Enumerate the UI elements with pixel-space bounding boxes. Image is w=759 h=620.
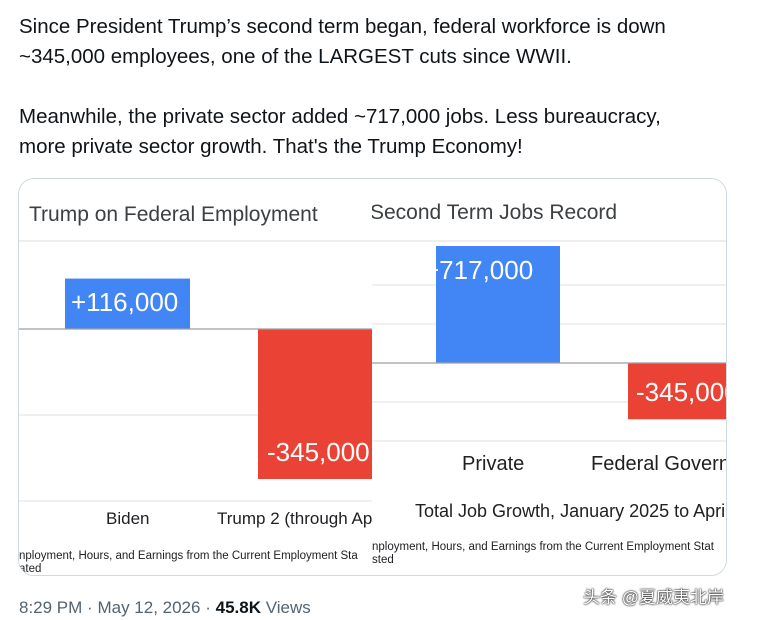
chart-source: nployment, Hours, and Earnings from the …	[19, 550, 358, 562]
tweet-meta: 8:29 PM · May 12, 2026 · 45.8K Views	[19, 598, 311, 618]
tweet-text: Since President Trump’s second term bega…	[19, 12, 739, 162]
chart-title: Second Term Jobs Record	[372, 201, 618, 224]
bar-data-label: -345,000	[636, 377, 726, 407]
bar	[628, 363, 726, 420]
bar-data-label: +116,000	[71, 287, 179, 317]
tweet-line: more private sector growth. That's the T…	[19, 135, 523, 158]
tweet-time[interactable]: 8:29 PM	[19, 598, 83, 617]
separator-dot: ·	[87, 598, 93, 617]
tweet-media[interactable]: Trump on Federal Employment +116,000 -34…	[18, 178, 727, 576]
watermark: 头条 @夏威夷北岸	[583, 588, 724, 607]
chart-canvas	[19, 240, 372, 502]
tweet-date[interactable]: May 12, 2026	[97, 598, 201, 617]
views-label: Views	[265, 598, 311, 617]
bar	[436, 246, 560, 363]
chart-source: nployment, Hours, and Earnings from the …	[372, 541, 714, 553]
category-label: Trump 2 (through Apr	[217, 509, 372, 528]
chart-canvas	[372, 240, 726, 442]
tweet-line: Since President Trump’s second term bega…	[19, 15, 666, 38]
chart-source: sted	[372, 554, 394, 566]
views-count: 45.8K	[215, 598, 261, 617]
chart-jobs-record[interactable]: Second Term Jobs Record +717,000 -345,00…	[372, 179, 727, 575]
bar	[65, 278, 190, 329]
bar-data-label: -345,000	[267, 437, 370, 467]
bar	[258, 329, 372, 479]
tweet-line: ~345,000 employees, one of the LARGEST c…	[19, 45, 572, 68]
chart-source: ated	[19, 563, 42, 575]
separator-dot: ·	[205, 598, 211, 617]
category-label: Federal Governn	[591, 453, 727, 475]
chart-footer-label: Total Job Growth, January 2025 to April …	[415, 501, 727, 521]
chart-federal-employment[interactable]: Trump on Federal Employment +116,000 -34…	[19, 179, 372, 575]
category-label: Private	[462, 453, 525, 475]
bar-data-label: +717,000	[424, 255, 534, 285]
category-label: Biden	[106, 509, 150, 528]
chart-title: Trump on Federal Employment	[29, 203, 318, 226]
tweet-line: Meanwhile, the private sector added ~717…	[19, 105, 661, 128]
